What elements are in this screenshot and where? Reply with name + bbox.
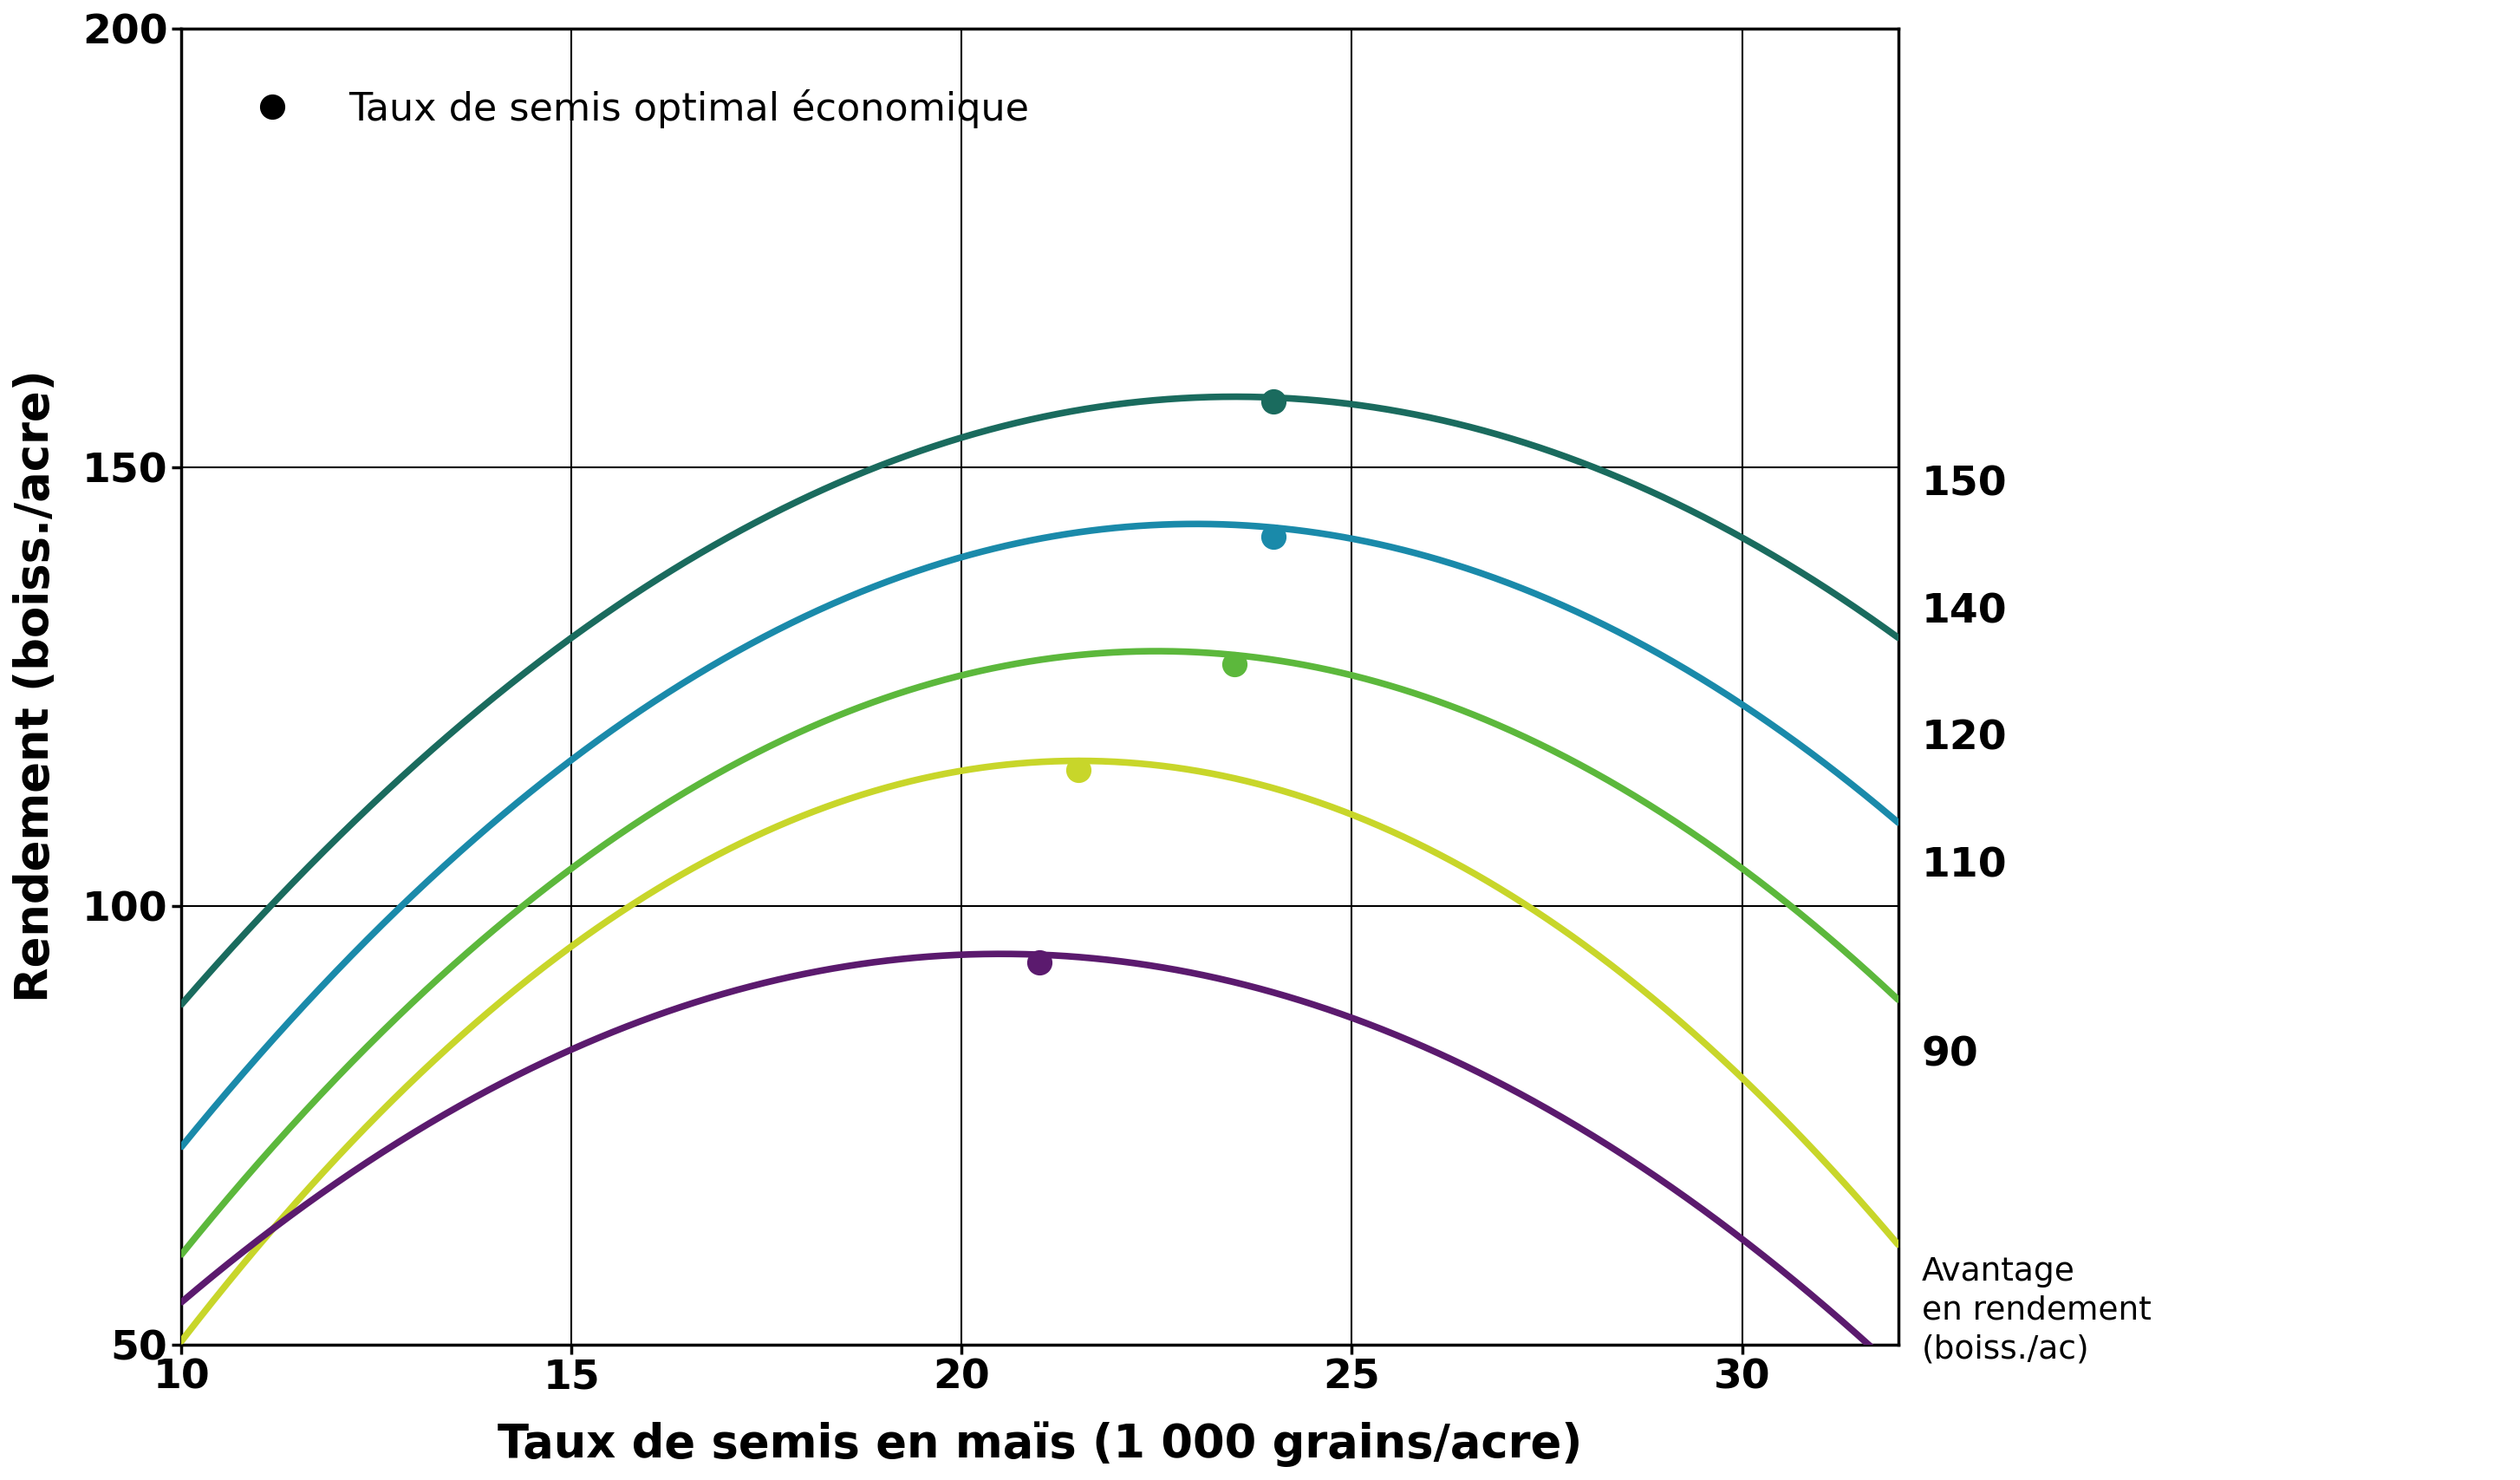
Text: 90: 90 (1920, 1036, 1978, 1074)
Text: 140: 140 (1920, 592, 2006, 630)
Text: 120: 120 (1920, 719, 2006, 758)
X-axis label: Taux de semis en maïs (1 000 grains/acre): Taux de semis en maïs (1 000 grains/acre… (496, 1421, 1583, 1467)
Text: Avantage
en rendement
(boiss./ac): Avantage en rendement (boiss./ac) (1920, 1257, 2152, 1365)
Legend: Taux de semis optimal économique: Taux de semis optimal économique (217, 74, 1046, 144)
Text: 110: 110 (1920, 847, 2006, 885)
Y-axis label: Rendement (boiss./acre): Rendement (boiss./acre) (13, 370, 58, 1002)
Text: 150: 150 (1920, 465, 2006, 505)
